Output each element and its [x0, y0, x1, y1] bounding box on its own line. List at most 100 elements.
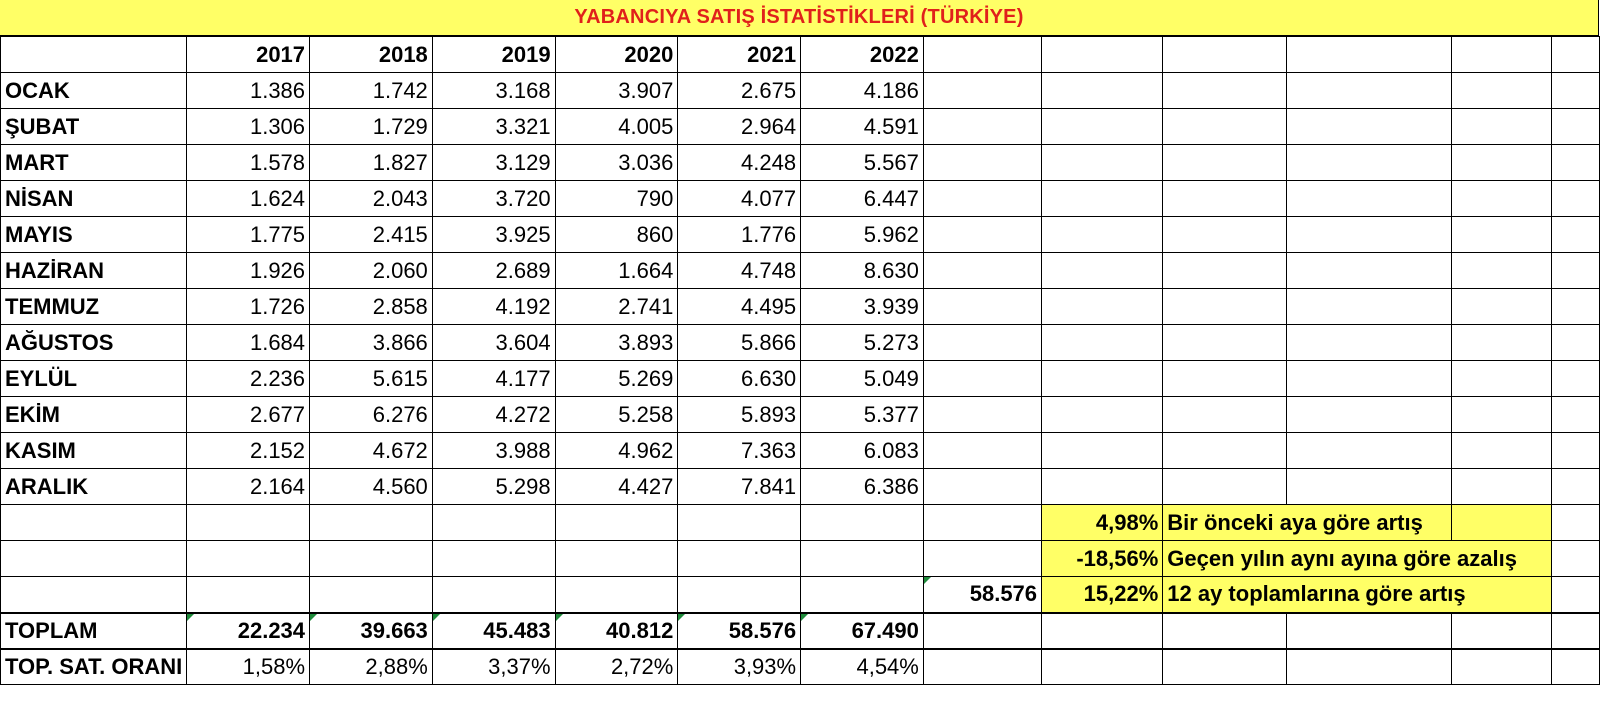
empty-cell[interactable] [1286, 144, 1452, 181]
empty-cell[interactable] [1450, 648, 1553, 685]
empty-cell[interactable] [1286, 396, 1452, 433]
value-cell[interactable]: 4.427 [554, 468, 679, 505]
empty-cell[interactable] [554, 504, 679, 541]
empty-cell[interactable] [1162, 144, 1288, 181]
value-cell[interactable]: 6.083 [800, 432, 924, 469]
month-label[interactable]: MAYIS [0, 216, 188, 253]
value-cell[interactable]: 4.077 [677, 180, 802, 217]
value-cell[interactable]: 2.689 [431, 252, 556, 289]
empty-cell[interactable] [922, 648, 1043, 685]
empty-cell[interactable] [1162, 360, 1288, 397]
empty-cell[interactable] [1551, 504, 1600, 541]
value-cell[interactable]: 2.677 [186, 396, 311, 433]
value-cell[interactable]: 5.893 [677, 396, 802, 433]
empty-cell[interactable] [1162, 108, 1288, 145]
value-cell[interactable]: 5.298 [431, 468, 556, 505]
empty-cell[interactable] [922, 180, 1043, 217]
empty-cell[interactable] [1162, 432, 1288, 469]
ratio-value[interactable]: 2,72% [554, 648, 679, 685]
empty-cell[interactable] [1450, 216, 1553, 253]
empty-cell[interactable] [1286, 288, 1452, 325]
empty-cell[interactable] [1041, 108, 1164, 145]
value-cell[interactable]: 2.060 [309, 252, 433, 289]
corner-cell[interactable] [0, 36, 188, 73]
empty-cell[interactable] [922, 468, 1043, 505]
empty-cell[interactable] [1551, 288, 1600, 325]
value-cell[interactable]: 1.926 [186, 252, 311, 289]
empty-cell[interactable] [1551, 611, 1600, 650]
empty-cell[interactable] [1162, 252, 1288, 289]
empty-cell[interactable] [1551, 468, 1600, 505]
value-cell[interactable]: 5.049 [800, 360, 924, 397]
year-header[interactable]: 2021 [677, 36, 802, 73]
value-cell[interactable]: 2.152 [186, 432, 311, 469]
empty-cell[interactable] [554, 540, 679, 577]
value-cell[interactable]: 6.386 [800, 468, 924, 505]
empty-cell[interactable] [677, 576, 802, 613]
value-cell[interactable]: 5.258 [554, 396, 679, 433]
empty-cell[interactable] [922, 108, 1043, 145]
month-label[interactable]: HAZİRAN [0, 252, 188, 289]
ratio-value[interactable]: 4,54% [800, 648, 924, 685]
empty-cell[interactable] [1450, 180, 1553, 217]
empty-cell[interactable] [800, 576, 924, 613]
empty-cell[interactable] [1286, 252, 1452, 289]
empty-cell[interactable] [1286, 216, 1452, 253]
value-cell[interactable]: 5.567 [800, 144, 924, 181]
value-cell[interactable]: 3.925 [431, 216, 556, 253]
year-header[interactable]: 2017 [186, 36, 311, 73]
value-cell[interactable]: 5.273 [800, 324, 924, 361]
empty-cell[interactable] [922, 540, 1043, 577]
value-cell[interactable]: 2.741 [554, 288, 679, 325]
empty-cell[interactable] [431, 504, 556, 541]
ratio-value[interactable]: 2,88% [309, 648, 433, 685]
empty-cell[interactable] [922, 252, 1043, 289]
empty-cell[interactable] [1041, 36, 1164, 73]
value-cell[interactable]: 1.684 [186, 324, 311, 361]
value-cell[interactable]: 3.168 [431, 72, 556, 109]
empty-cell[interactable] [1162, 324, 1288, 361]
empty-cell[interactable] [186, 504, 311, 541]
value-cell[interactable]: 1.664 [554, 252, 679, 289]
empty-cell[interactable] [186, 540, 311, 577]
empty-cell[interactable] [1450, 324, 1553, 361]
empty-cell[interactable] [0, 540, 188, 577]
empty-cell[interactable] [1286, 360, 1452, 397]
month-label[interactable]: TEMMUZ [0, 288, 188, 325]
empty-cell[interactable] [1551, 576, 1600, 613]
value-cell[interactable]: 2.964 [677, 108, 802, 145]
value-cell[interactable]: 7.363 [677, 432, 802, 469]
value-cell[interactable]: 3.939 [800, 288, 924, 325]
value-cell[interactable]: 4.748 [677, 252, 802, 289]
value-cell[interactable]: 5.615 [309, 360, 433, 397]
value-cell[interactable]: 1.386 [186, 72, 311, 109]
value-cell[interactable]: 4.248 [677, 144, 802, 181]
empty-cell[interactable] [1162, 396, 1288, 433]
empty-cell[interactable] [431, 540, 556, 577]
stat-percent[interactable]: 15,22% [1041, 576, 1164, 613]
empty-cell[interactable] [922, 72, 1043, 109]
value-cell[interactable]: 1.306 [186, 108, 311, 145]
stat-percent[interactable]: 4,98% [1041, 504, 1164, 541]
empty-cell[interactable] [1286, 108, 1452, 145]
value-cell[interactable]: 5.866 [677, 324, 802, 361]
value-cell[interactable]: 4.672 [309, 432, 433, 469]
month-label[interactable]: MART [0, 144, 188, 181]
total-label[interactable]: TOPLAM [0, 611, 188, 650]
empty-cell[interactable] [1286, 36, 1452, 73]
empty-cell[interactable] [1162, 216, 1288, 253]
value-cell[interactable]: 1.742 [309, 72, 433, 109]
month-label[interactable]: EYLÜL [0, 360, 188, 397]
empty-cell[interactable] [1286, 432, 1452, 469]
empty-cell[interactable] [1450, 468, 1553, 505]
value-cell[interactable]: 2.043 [309, 180, 433, 217]
total-value[interactable]: 58.576 [677, 611, 802, 650]
value-cell[interactable]: 3.129 [431, 144, 556, 181]
value-cell[interactable]: 3.036 [554, 144, 679, 181]
empty-cell[interactable] [922, 36, 1043, 73]
total-value[interactable]: 40.812 [554, 611, 679, 650]
stat-label[interactable]: Geçen yılın aynı ayına göre azalış [1162, 540, 1553, 577]
value-cell[interactable]: 1.827 [309, 144, 433, 181]
value-cell[interactable]: 1.776 [677, 216, 802, 253]
empty-cell[interactable] [1041, 648, 1164, 685]
